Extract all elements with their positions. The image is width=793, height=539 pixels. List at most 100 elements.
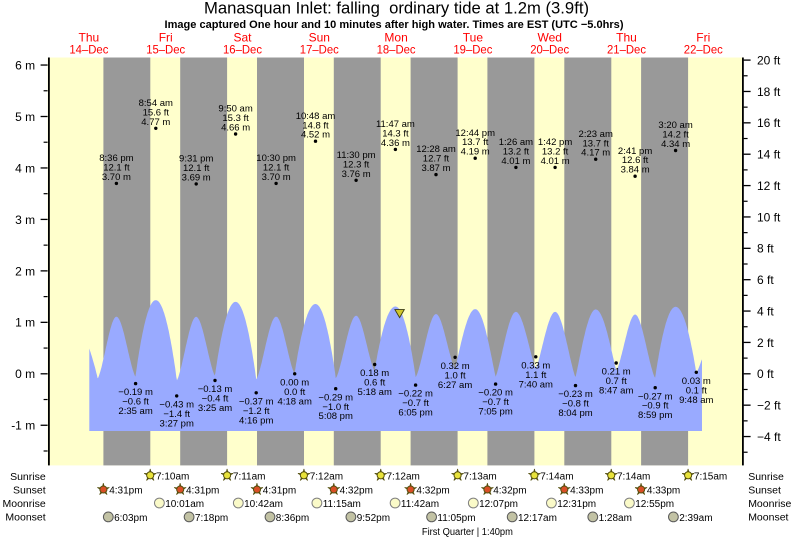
svg-text:Sunrise: Sunrise (10, 471, 46, 483)
svg-text:0.03 m: 0.03 m (682, 376, 711, 387)
svg-text:14–Dec: 14–Dec (69, 43, 108, 57)
svg-text:4:33pm: 4:33pm (570, 486, 603, 497)
svg-text:4:16 pm: 4:16 pm (239, 415, 273, 426)
svg-text:8:47 am: 8:47 am (599, 386, 633, 397)
svg-text:3.84 m: 3.84 m (621, 165, 650, 176)
svg-text:4 ft: 4 ft (757, 305, 774, 319)
svg-text:10 ft: 10 ft (757, 210, 781, 224)
svg-text:8:54 am: 8:54 am (139, 98, 173, 109)
svg-text:12.7 ft: 12.7 ft (423, 154, 450, 165)
svg-text:Sunset: Sunset (748, 485, 781, 497)
svg-text:−2 ft: −2 ft (757, 399, 781, 413)
svg-text:10:30 pm: 10:30 pm (256, 153, 296, 164)
svg-text:16 ft: 16 ft (757, 116, 781, 130)
svg-text:20 ft: 20 ft (757, 54, 781, 68)
svg-text:−0.23 m: −0.23 m (558, 389, 593, 400)
svg-text:7:15am: 7:15am (694, 471, 727, 482)
svg-text:20–Dec: 20–Dec (530, 43, 569, 57)
svg-text:−4 ft: −4 ft (757, 430, 781, 444)
svg-text:1:28am: 1:28am (599, 513, 632, 524)
svg-text:Manasquan Inlet: falling ordi: Manasquan Inlet: falling ordinary tide a… (204, 0, 589, 18)
svg-text:21–Dec: 21–Dec (607, 43, 646, 57)
svg-text:15.6 ft: 15.6 ft (143, 107, 170, 118)
svg-text:12:55pm: 12:55pm (635, 499, 674, 510)
svg-text:4 m: 4 m (15, 161, 35, 175)
svg-text:4:32pm: 4:32pm (340, 486, 373, 497)
svg-text:−0.22 m: −0.22 m (398, 389, 433, 400)
svg-text:4.52 m: 4.52 m (301, 130, 330, 141)
svg-text:4:31pm: 4:31pm (109, 486, 142, 497)
svg-text:11:42am: 11:42am (401, 499, 439, 510)
svg-text:6 ft: 6 ft (757, 273, 774, 287)
svg-text:12:28 am: 12:28 am (416, 144, 456, 155)
svg-text:Image captured One hour and 10: Image captured One hour and 10 minutes a… (165, 19, 624, 31)
svg-text:5:08 pm: 5:08 pm (319, 411, 353, 422)
svg-text:16–Dec: 16–Dec (223, 43, 262, 57)
svg-text:3.87 m: 3.87 m (421, 163, 450, 174)
svg-text:12:44 pm: 12:44 pm (455, 128, 495, 139)
svg-text:−1.2 ft: −1.2 ft (243, 406, 270, 417)
svg-text:10:48 am: 10:48 am (296, 111, 336, 122)
svg-text:15.3 ft: 15.3 ft (222, 113, 249, 124)
svg-text:1.1 ft: 1.1 ft (525, 370, 546, 381)
svg-text:3.70 m: 3.70 m (262, 172, 291, 183)
svg-text:Mon: Mon (384, 31, 407, 45)
svg-text:3:27 pm: 3:27 pm (160, 418, 194, 429)
svg-text:12.1 ft: 12.1 ft (183, 163, 210, 174)
svg-text:12:17am: 12:17am (518, 513, 557, 524)
svg-text:12:31pm: 12:31pm (557, 499, 596, 510)
svg-text:10:01am: 10:01am (165, 499, 204, 510)
svg-text:0.32 m: 0.32 m (441, 361, 470, 372)
svg-text:First Quarter | 1:40pm: First Quarter | 1:40pm (422, 527, 513, 538)
svg-text:2:39am: 2:39am (679, 513, 712, 524)
svg-text:Thu: Thu (616, 31, 637, 45)
svg-text:2:41 pm: 2:41 pm (618, 146, 652, 157)
svg-text:14.2 ft: 14.2 ft (662, 130, 689, 141)
svg-text:4:18 am: 4:18 am (278, 396, 312, 407)
svg-text:12.3 ft: 12.3 ft (343, 159, 370, 170)
svg-text:4.36 m: 4.36 m (381, 138, 410, 149)
svg-text:Moonrise: Moonrise (3, 498, 46, 510)
svg-text:4.01 m: 4.01 m (501, 156, 530, 167)
svg-text:8:04 pm: 8:04 pm (558, 408, 592, 419)
svg-text:Wed: Wed (537, 31, 561, 45)
svg-text:Thu: Thu (79, 31, 100, 45)
svg-text:5 m: 5 m (15, 110, 35, 124)
svg-text:11:05pm: 11:05pm (437, 513, 475, 524)
svg-text:3.69 m: 3.69 m (182, 172, 211, 183)
svg-text:−0.19 m: −0.19 m (118, 387, 153, 398)
svg-text:8:59 pm: 8:59 pm (638, 410, 672, 421)
svg-text:5:18 am: 5:18 am (358, 387, 392, 398)
svg-text:7:05 pm: 7:05 pm (478, 407, 512, 418)
svg-text:0.1 ft: 0.1 ft (686, 385, 707, 396)
svg-text:12 ft: 12 ft (757, 179, 781, 193)
svg-text:−0.29 m: −0.29 m (318, 392, 353, 403)
svg-text:1.0 ft: 1.0 ft (445, 370, 466, 381)
svg-text:Sun: Sun (309, 31, 330, 45)
svg-text:3:25 am: 3:25 am (198, 403, 232, 414)
svg-text:4:31pm: 4:31pm (186, 486, 219, 497)
svg-text:3:20 am: 3:20 am (658, 120, 692, 131)
svg-text:13.7 ft: 13.7 ft (462, 137, 489, 148)
svg-text:7:13am: 7:13am (463, 471, 496, 482)
svg-text:Tue: Tue (463, 31, 484, 45)
svg-text:7:12am: 7:12am (310, 471, 343, 482)
svg-text:−0.27 m: −0.27 m (638, 391, 673, 402)
svg-text:4:32pm: 4:32pm (493, 486, 526, 497)
svg-text:0 m: 0 m (15, 367, 35, 381)
svg-text:11:30 pm: 11:30 pm (337, 150, 376, 161)
svg-text:2 m: 2 m (15, 264, 35, 278)
svg-text:19–Dec: 19–Dec (453, 43, 492, 57)
svg-text:−0.43 m: −0.43 m (159, 400, 194, 411)
svg-text:6:05 pm: 6:05 pm (398, 408, 432, 419)
svg-text:Fri: Fri (696, 31, 710, 45)
svg-text:−0.4 ft: −0.4 ft (202, 394, 229, 405)
svg-text:9:52pm: 9:52pm (357, 513, 390, 524)
svg-text:13.2 ft: 13.2 ft (503, 147, 530, 158)
svg-text:8:36pm: 8:36pm (276, 513, 309, 524)
svg-text:7:14am: 7:14am (540, 471, 573, 482)
svg-text:Sat: Sat (233, 31, 252, 45)
svg-text:-1 m: -1 m (11, 419, 35, 433)
svg-text:0 ft: 0 ft (757, 367, 774, 381)
svg-text:6:27 am: 6:27 am (438, 380, 472, 391)
